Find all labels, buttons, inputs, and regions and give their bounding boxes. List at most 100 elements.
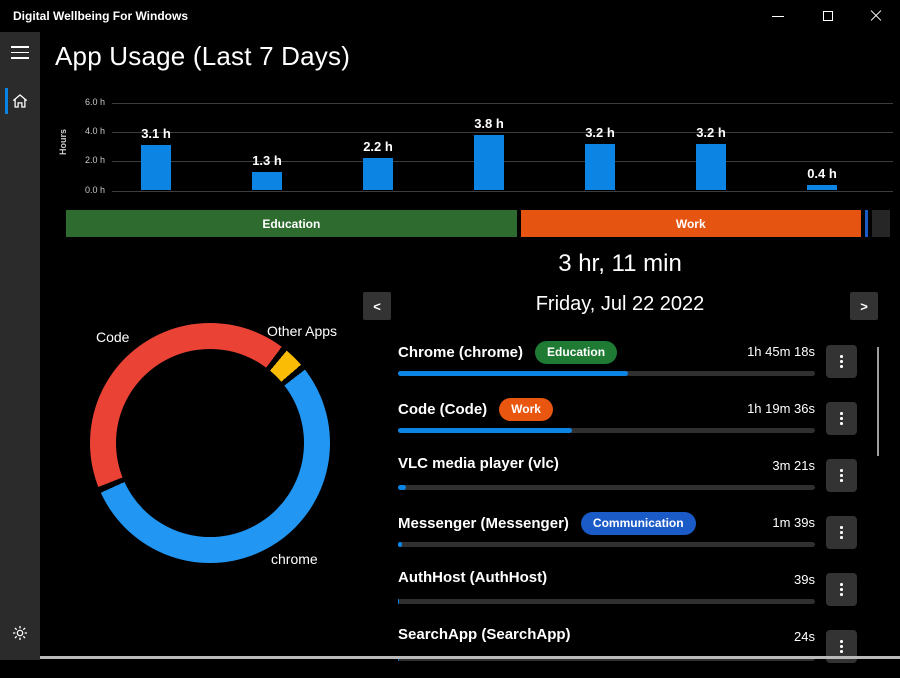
app-options-button[interactable]	[826, 402, 857, 435]
usage-time: 1h 45m 18s	[747, 344, 815, 359]
app-row: Messenger (Messenger) Communication 1m 39s	[398, 507, 859, 564]
hamburger-menu-button[interactable]	[11, 46, 29, 59]
app-options-button[interactable]	[826, 516, 857, 549]
y-tick-label: 4.0 h	[84, 126, 105, 137]
usage-bar[interactable]	[696, 143, 726, 191]
daily-usage-bar-chart: Hours 6.0 h 4.0 h 2.0 h 0.0 h 3.1 h 1.3 h 2.2 …	[40, 95, 900, 197]
maximize-button[interactable]	[805, 0, 851, 32]
usage-progress-track	[398, 371, 815, 376]
y-tick-label: 6.0 h	[84, 97, 105, 108]
selected-indicator	[5, 88, 8, 114]
chevron-left-icon: <	[373, 298, 381, 314]
app-name: SearchApp (SearchApp)	[398, 626, 571, 643]
bar-value-label: 3.8 h	[474, 116, 504, 132]
y-tick-label: 2.0 h	[84, 155, 105, 166]
usage-progress-fill	[398, 371, 628, 376]
bar-value-label: 3.2 h	[696, 124, 726, 140]
total-time: 3 hr, 11 min	[558, 250, 682, 277]
usage-time: 3m 21s	[772, 458, 815, 473]
usage-progress-track	[398, 428, 815, 433]
title-bar: Digital Wellbeing For Windows	[0, 0, 900, 32]
bar-value-label: 0.4 h	[807, 165, 837, 181]
usage-bar[interactable]	[141, 145, 171, 191]
category-segment[interactable]	[872, 210, 890, 237]
app-row: Code (Code) Work 1h 19m 36s	[398, 393, 859, 450]
close-button[interactable]	[853, 0, 899, 32]
kebab-menu-icon	[840, 412, 843, 425]
usage-progress-track	[398, 542, 815, 547]
usage-bar[interactable]	[474, 135, 504, 191]
prev-day-button[interactable]: <	[363, 292, 391, 320]
app-row: SearchApp (SearchApp) 24s	[398, 621, 859, 678]
usage-progress-fill	[398, 485, 406, 490]
kebab-menu-icon	[840, 640, 843, 653]
usage-progress-track	[398, 599, 815, 604]
minimize-icon	[772, 15, 784, 17]
usage-progress-fill	[398, 542, 402, 547]
app-row: Chrome (chrome) Education 1h 45m 18s	[398, 336, 859, 393]
app-usage-list: Chrome (chrome) Education 1h 45m 18s Code (…	[398, 336, 859, 663]
category-segment[interactable]	[864, 210, 869, 237]
vertical-scrollbar[interactable]	[877, 347, 879, 456]
kebab-menu-icon	[840, 469, 843, 482]
usage-time: 1m 39s	[772, 515, 815, 530]
close-icon	[870, 10, 882, 22]
home-icon	[12, 94, 28, 108]
donut-label-code: Code	[96, 329, 130, 345]
usage-progress-track	[398, 485, 815, 490]
app-name: Messenger (Messenger) Communication	[398, 512, 696, 535]
app-row: AuthHost (AuthHost) 39s	[398, 564, 859, 621]
app-options-button[interactable]	[826, 573, 857, 606]
page-title: App Usage (Last 7 Days)	[55, 41, 351, 71]
gridline	[112, 103, 893, 105]
kebab-menu-icon	[840, 526, 843, 539]
next-day-button[interactable]: >	[850, 292, 878, 320]
bar-value-label: 1.3 h	[252, 152, 282, 168]
category-segment-work[interactable]: Work	[520, 210, 861, 237]
usage-progress-fill	[398, 428, 572, 433]
minimize-button[interactable]	[755, 0, 801, 32]
app-name: Code (Code) Work	[398, 398, 553, 421]
app-row: VLC media player (vlc) 3m 21s	[398, 450, 859, 507]
bar-value-label: 3.2 h	[585, 124, 615, 140]
usage-bar[interactable]	[807, 184, 837, 191]
window-title: Digital Wellbeing For Windows	[13, 9, 189, 23]
app-options-button[interactable]	[826, 459, 857, 492]
y-tick-label: 0.0 h	[84, 184, 105, 195]
gear-icon	[12, 625, 28, 641]
usage-time: 39s	[794, 572, 815, 587]
bar-value-label: 3.1 h	[141, 126, 171, 142]
bar-value-label: 2.2 h	[363, 139, 393, 155]
gridline	[112, 190, 893, 192]
category-badge: Education	[535, 341, 618, 364]
category-segment-education[interactable]: Education	[66, 210, 517, 237]
hamburger-icon	[11, 46, 29, 48]
usage-time: 24s	[794, 629, 815, 644]
app-name: VLC media player (vlc)	[398, 455, 559, 472]
gridline	[112, 132, 893, 134]
horizontal-scrollbar[interactable]	[40, 656, 900, 659]
maximize-icon	[823, 11, 833, 21]
sidebar-item-home[interactable]	[0, 84, 40, 118]
usage-bar[interactable]	[585, 143, 615, 191]
usage-progress-fill	[398, 599, 400, 604]
donut-label-chrome: chrome	[271, 551, 318, 567]
kebab-menu-icon	[840, 583, 843, 596]
app-name: AuthHost (AuthHost)	[398, 569, 548, 586]
chevron-right-icon: >	[860, 298, 868, 314]
kebab-menu-icon	[840, 355, 843, 368]
usage-time: 1h 19m 36s	[747, 401, 815, 416]
category-badge: Work	[499, 398, 553, 421]
app-name: Chrome (chrome) Education	[398, 341, 618, 364]
usage-bar[interactable]	[363, 158, 393, 191]
donut-hole	[116, 349, 304, 537]
app-share-donut-chart	[90, 323, 330, 563]
usage-bar[interactable]	[252, 171, 282, 191]
donut-label-other-apps: Other Apps	[267, 323, 338, 339]
sidebar	[0, 32, 40, 660]
app-options-button[interactable]	[826, 345, 857, 378]
sidebar-item-settings[interactable]	[0, 616, 40, 650]
date-label: Friday, Jul 22 2022	[535, 293, 705, 315]
category-badge: Communication	[580, 512, 696, 535]
category-stacked-bar: Education Work	[66, 210, 890, 237]
